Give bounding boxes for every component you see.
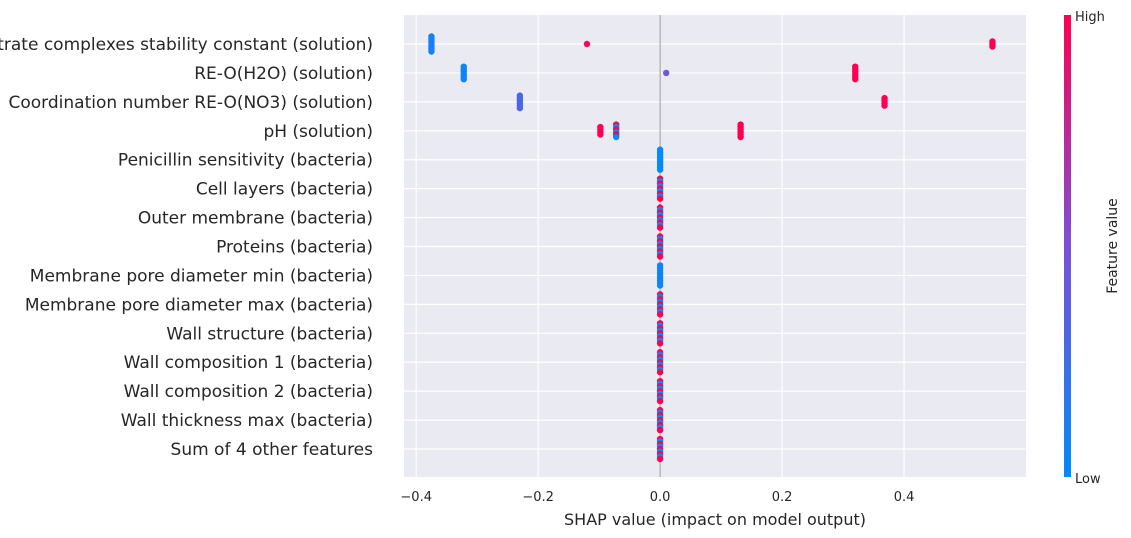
- feature-label: Wall structure (bacteria): [166, 324, 373, 344]
- feature-label: Outer membrane (bacteria): [138, 209, 373, 229]
- shap-point: [656, 397, 664, 405]
- shap-point: [656, 426, 664, 434]
- shap-point: [737, 133, 744, 141]
- feature-label: Cell layers (bacteria): [196, 180, 373, 200]
- data-points: [428, 33, 996, 463]
- feature-label: Penicillin sensitivity (bacteria): [118, 151, 373, 171]
- feature-label: Wall composition 1 (bacteria): [124, 353, 373, 373]
- x-tick-label: −0.4: [400, 490, 432, 505]
- shap-point: [613, 133, 620, 141]
- shap-point: [663, 69, 670, 77]
- feature-label: Membrane pore diameter min (bacteria): [30, 266, 373, 286]
- feature-label: pH (solution): [263, 122, 373, 142]
- shap-point: [852, 75, 859, 83]
- feature-label: RE-O(H2O) (solution): [194, 64, 373, 84]
- feature-label: Sum of 4 other features: [171, 440, 374, 460]
- x-tick-label: 0.4: [894, 490, 915, 505]
- shap-point: [656, 282, 664, 289]
- feature-label: Membrane pore diameter max (bacteria): [25, 295, 373, 315]
- shap-point: [656, 311, 664, 318]
- x-axis-title: SHAP value (impact on model output): [564, 510, 866, 529]
- x-tick-label: −0.2: [522, 490, 554, 505]
- feature-label: Wall composition 2 (bacteria): [124, 382, 373, 402]
- shap-point: [656, 340, 664, 347]
- shap-point: [989, 43, 996, 50]
- shap-point: [656, 166, 664, 173]
- colorbar: [1064, 15, 1071, 477]
- feature-label: Nitrate complexes stability constant (so…: [0, 35, 373, 55]
- shap-point: [656, 369, 664, 376]
- shap-point: [881, 102, 888, 109]
- x-tick-label: 0.2: [772, 490, 793, 505]
- shap-point: [597, 131, 604, 138]
- shap-point: [460, 75, 467, 83]
- colorbar-low-label: Low: [1075, 472, 1101, 487]
- colorbar-high-label: High: [1075, 10, 1105, 25]
- shap-point: [656, 195, 664, 202]
- shap-point: [656, 224, 664, 231]
- x-axis-ticks: −0.4 −0.2 0.0 0.2 0.4: [400, 490, 914, 505]
- feature-label: Proteins (bacteria): [216, 238, 373, 258]
- shap-point: [656, 455, 664, 463]
- colorbar-title: Feature value: [1105, 198, 1121, 294]
- feature-label: Coordination number RE-O(NO3) (solution): [9, 93, 374, 113]
- shap-point: [516, 104, 524, 112]
- feature-label: Wall thickness max (bacteria): [121, 411, 373, 431]
- shap-point: [656, 253, 664, 260]
- shap-point: [428, 48, 435, 55]
- x-tick-label: 0.0: [650, 490, 671, 505]
- feature-labels: Nitrate complexes stability constant (so…: [0, 35, 373, 460]
- shap-point: [583, 40, 591, 48]
